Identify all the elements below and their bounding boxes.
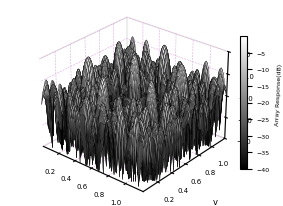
X-axis label: u: u xyxy=(63,204,69,206)
Y-axis label: v: v xyxy=(213,197,218,206)
